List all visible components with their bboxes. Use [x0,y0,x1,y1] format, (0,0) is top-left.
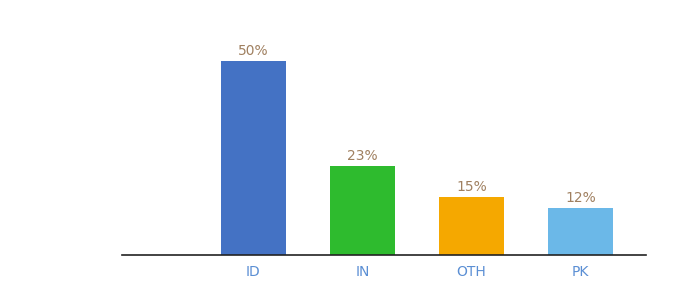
Bar [548,208,613,255]
Text: 23%: 23% [347,149,377,163]
Text: 15%: 15% [456,180,487,194]
Bar [330,166,395,255]
Text: 50%: 50% [238,44,269,58]
Text: 12%: 12% [565,191,596,205]
Bar [439,197,504,255]
Bar [220,61,286,255]
